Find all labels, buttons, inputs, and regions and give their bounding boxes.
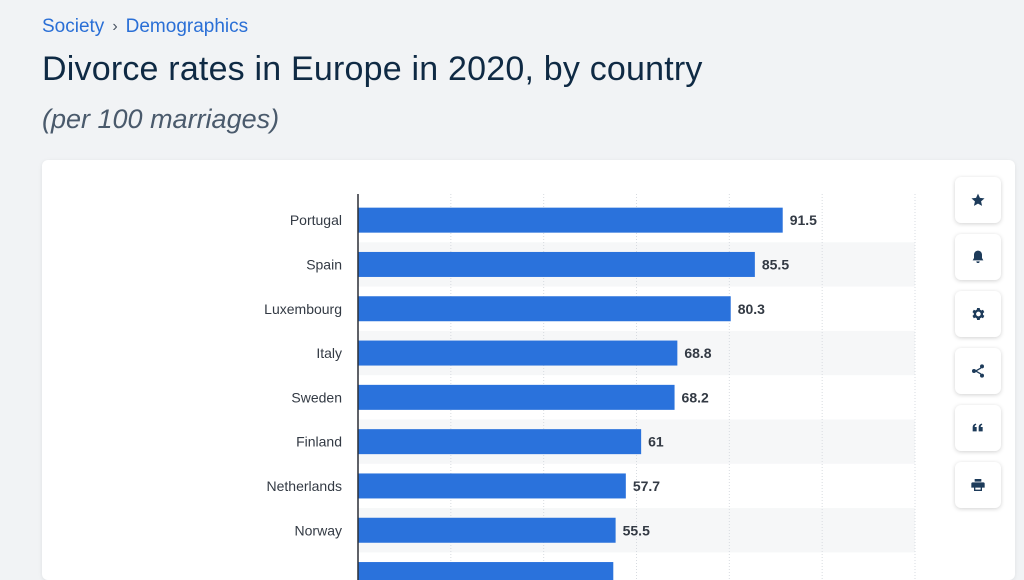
value-label: 68.8	[684, 345, 711, 361]
bar-finland	[358, 429, 642, 455]
value-label: 61	[648, 434, 664, 450]
bar-norway	[358, 517, 616, 543]
bar-chart: Portugal 91.5 Spain 85.5 Luxembourg 80.3 Italy…	[264, 194, 916, 580]
category-label: Netherlands	[267, 478, 343, 494]
value-label: 85.5	[762, 256, 789, 272]
value-label: 55.5	[623, 522, 650, 538]
chart-actions-toolbar	[955, 177, 1001, 508]
page-title: Divorce rates in Europe in 2020, by coun…	[42, 50, 703, 88]
breadcrumb-separator: ›	[112, 18, 118, 35]
chart-card: Portugal 91.5 Spain 85.5 Luxembourg 80.3 Italy…	[42, 160, 1015, 580]
bell-icon	[972, 250, 984, 263]
value-label: 91.5	[790, 212, 817, 228]
favorite-button[interactable]	[955, 177, 1001, 223]
category-label: Italy	[316, 345, 342, 361]
star-icon	[971, 193, 985, 206]
share-icon	[972, 364, 984, 378]
breadcrumb-society-link[interactable]: Society	[42, 16, 105, 37]
notification-button[interactable]	[955, 234, 1001, 280]
bar-partial	[358, 562, 614, 580]
category-label: Spain	[306, 256, 342, 272]
quote-icon	[972, 423, 983, 432]
category-label: Finland	[296, 434, 342, 450]
category-label: Norway	[295, 522, 342, 538]
bar-spain	[358, 251, 755, 277]
category-label: Sweden	[291, 389, 342, 405]
page-subtitle: (per 100 marriages)	[42, 104, 280, 134]
breadcrumb-demographics-link[interactable]: Demographics	[125, 16, 249, 37]
value-label: 80.3	[738, 301, 765, 317]
share-button[interactable]	[955, 348, 1001, 394]
cite-button[interactable]	[955, 405, 1001, 451]
breadcrumb: Society › Demographics	[42, 16, 248, 38]
bar-luxembourg	[358, 296, 731, 322]
value-label: 57.7	[633, 478, 660, 494]
bar-italy	[358, 340, 678, 366]
category-label: Portugal	[290, 212, 342, 228]
bar-portugal	[358, 207, 783, 233]
bar-netherlands	[358, 473, 626, 499]
gear-icon	[972, 308, 985, 320]
settings-button[interactable]	[955, 291, 1001, 337]
print-button[interactable]	[955, 462, 1001, 508]
bar-sweden	[358, 384, 675, 410]
value-label: 68.2	[682, 389, 709, 405]
category-label: Luxembourg	[264, 301, 342, 317]
print-icon	[971, 479, 985, 491]
